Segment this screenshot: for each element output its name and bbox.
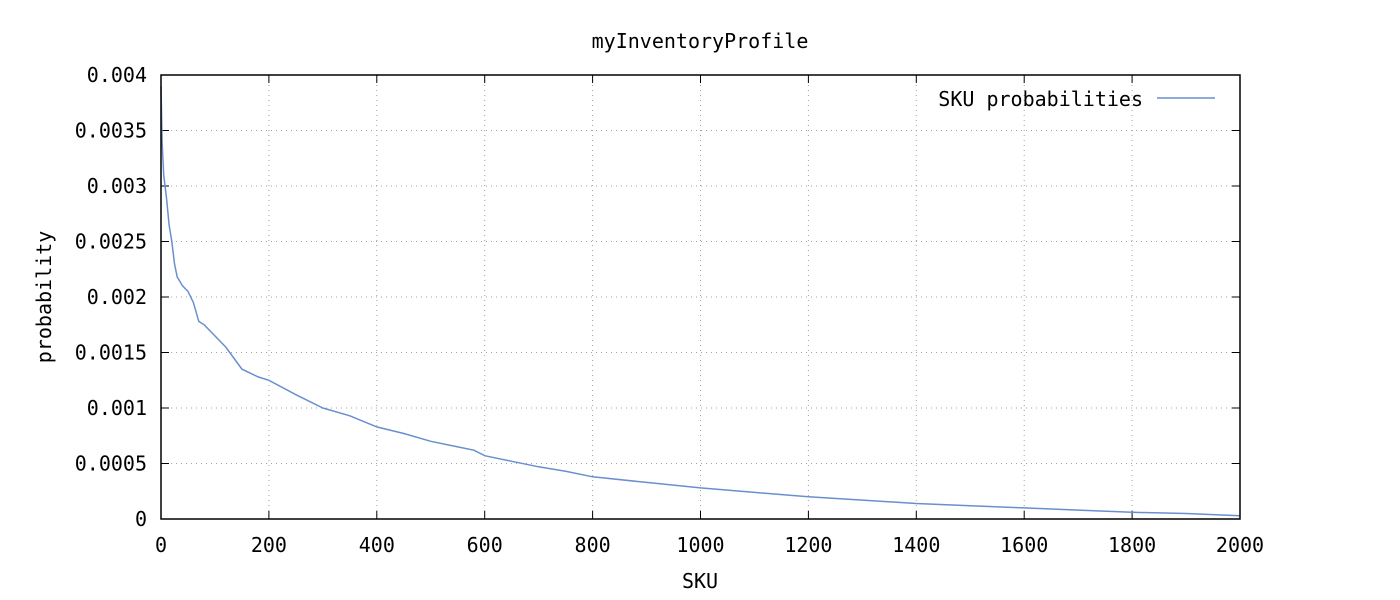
grid-layer [161, 75, 1240, 519]
x-tick-label: 1400 [892, 533, 940, 557]
y-tick-label: 0.0005 [75, 452, 147, 476]
series-line-sku-probabilities [160, 86, 1241, 517]
x-tick-label: 1600 [1000, 533, 1048, 557]
y-tick-label: 0.0015 [75, 341, 147, 365]
x-tick-label: 800 [575, 533, 611, 557]
legend: SKU probabilities [938, 87, 1215, 111]
x-tick-label: 1200 [784, 533, 832, 557]
x-tick-label: 400 [359, 533, 395, 557]
x-tick-label: 200 [251, 533, 287, 557]
tick-layer: 0 200 400 600 800 1000 1200 1400 1600 1800 2000 0 0.… [75, 63, 1264, 557]
x-tick-label: 1000 [676, 533, 724, 557]
chart-title: myInventoryProfile [592, 29, 809, 53]
x-tick-label: 600 [467, 533, 503, 557]
y-tick-label: 0.001 [87, 396, 147, 420]
plot-frame [160, 74, 1241, 520]
y-tick-label: 0 [135, 507, 147, 531]
series-layer [160, 86, 1241, 517]
x-tick-label: 0 [155, 533, 167, 557]
y-tick-label: 0.002 [87, 285, 147, 309]
y-tick-label: 0.003 [87, 174, 147, 198]
x-axis-label: SKU [682, 569, 718, 593]
x-tick-label: 1800 [1108, 533, 1156, 557]
y-tick-label: 0.0025 [75, 230, 147, 254]
y-tick-label: 0.004 [87, 63, 147, 87]
y-tick-label: 0.0035 [75, 119, 147, 143]
y-axis-label: probability [32, 231, 56, 363]
legend-label: SKU probabilities [938, 87, 1143, 111]
x-tick-label: 2000 [1216, 533, 1264, 557]
